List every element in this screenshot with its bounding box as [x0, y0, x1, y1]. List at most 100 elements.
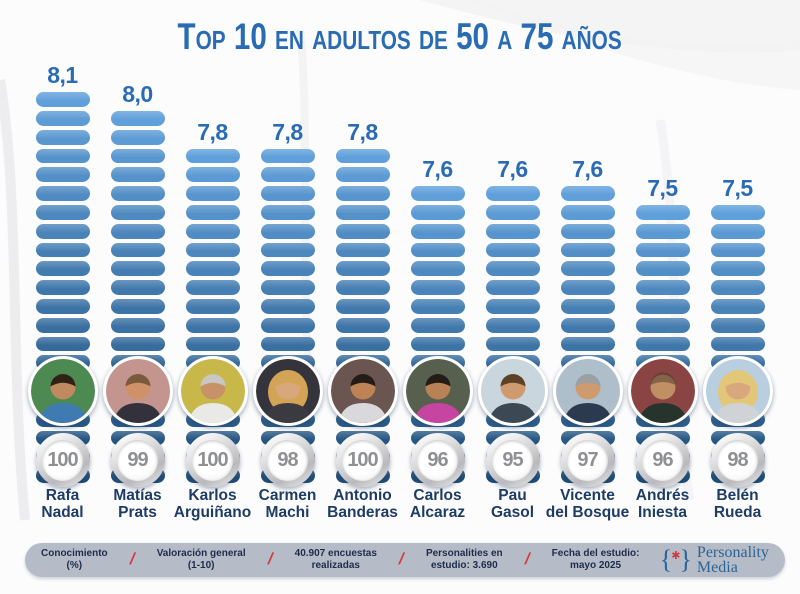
awareness-badge: 98: [710, 433, 765, 487]
score-label: 7,6: [497, 156, 528, 183]
bar-segment: [110, 129, 165, 145]
score-label: 7,8: [347, 118, 378, 145]
bar-segment: [110, 167, 165, 183]
bar-stack: [110, 111, 165, 483]
bar-segment: [485, 317, 540, 333]
person-name-line2: Banderas: [327, 504, 398, 522]
bar-segment: [485, 336, 540, 352]
separator-slash: /: [265, 551, 275, 568]
awareness-badge: 97: [560, 433, 615, 487]
asterisk-icon: ✱: [671, 549, 681, 562]
person-name-line1: Belén: [716, 487, 759, 504]
bar-segment: [260, 336, 315, 352]
score-label: 7,5: [722, 175, 753, 201]
bar-segment: [335, 280, 390, 296]
bar-segment: [485, 186, 540, 202]
bar-segment: [185, 299, 240, 314]
person-column: 7,5 98 Belén Rueda: [700, 0, 775, 589]
bar-segment: [485, 261, 540, 277]
person-name: Antonio Banderas: [327, 487, 398, 521]
bar-segment: [335, 223, 390, 239]
awareness-value: 100: [47, 448, 78, 471]
bar-segment: [185, 242, 240, 258]
bar-segment: [35, 92, 90, 108]
bar-segment: [35, 186, 90, 202]
bar-segment: [185, 261, 240, 277]
bar-segment: [560, 336, 615, 352]
bar-segment: [560, 223, 615, 239]
bar-segment: [635, 280, 690, 296]
page-title-text: Top 10 en adultos de 50 a 75 años: [177, 16, 623, 57]
bar-segment: [560, 186, 615, 202]
person-column: 7,6 95 Pau Gasol: [475, 0, 550, 589]
bar-segment: [410, 242, 465, 258]
person-name-line1: Rafa: [45, 487, 80, 504]
awareness-badge-inner: 100: [192, 439, 233, 481]
bar-segment: [710, 336, 765, 352]
bar-segment: [35, 299, 90, 314]
bar-segment: [110, 261, 165, 277]
bar-segment: [185, 317, 240, 333]
bar-segment: [335, 148, 390, 164]
bar-segment: [110, 242, 165, 258]
awareness-value: 100: [197, 448, 228, 471]
bar-segment: [560, 261, 615, 277]
separator-slash: /: [397, 551, 406, 568]
bar-segment: [35, 148, 90, 164]
bar-segment: [635, 261, 690, 277]
bar-segment: [410, 299, 465, 314]
person-column: 7,8 98 Carmen Machi: [250, 0, 325, 589]
logo-wordmark: Personality Media: [696, 543, 769, 576]
page-title: Top 10 en adultos de 50 a 75 años: [0, 16, 800, 58]
bar-segment: [260, 223, 315, 239]
awareness-badge-inner: 97: [567, 439, 608, 481]
bar-segment: [110, 186, 165, 202]
person-name: Carlos Alcaraz: [410, 487, 465, 521]
separator-slash: /: [522, 551, 532, 568]
awareness-badge: 100: [35, 433, 90, 487]
bar-segment: [260, 242, 315, 258]
avatar: [327, 356, 398, 426]
awareness-badge: 96: [635, 433, 690, 487]
bar-segment: [35, 242, 90, 258]
bar-segment: [410, 223, 465, 239]
person-name-line1: Antonio: [333, 487, 392, 504]
bar-segment: [185, 205, 240, 220]
bar-segment: [110, 148, 165, 164]
score-label: 7,5: [647, 175, 678, 201]
bar-segment: [410, 205, 465, 220]
separator-slash: /: [127, 551, 137, 568]
bar-segment: [185, 280, 240, 296]
bar-segment: [110, 317, 165, 333]
bar-segment: [35, 167, 90, 183]
bar-segment: [35, 336, 90, 352]
awareness-value: 98: [277, 448, 298, 471]
avatar: [627, 356, 698, 426]
bar-segment: [710, 280, 765, 296]
avatar: [402, 356, 473, 426]
awareness-badge: 96: [410, 433, 465, 487]
score-label: 7,6: [572, 156, 603, 183]
person-name-line2: Alcaraz: [409, 504, 466, 522]
awareness-value: 99: [127, 448, 148, 471]
bar-segment: [710, 242, 765, 258]
person-name-line2: Machi: [265, 504, 310, 522]
awareness-value: 97: [577, 448, 598, 471]
person-column: 7,8 100 Karlos Arguiñano: [174, 0, 252, 589]
awareness-badge-inner: 100: [42, 439, 83, 481]
person-column: 7,6 96 Carlos Alcaraz: [400, 0, 475, 589]
legend-personalities: Personalities en estudio: 3.690: [425, 548, 503, 571]
bar-segment: [35, 223, 90, 239]
person-name: Pau Gasol: [491, 487, 534, 521]
bar-segment: [560, 317, 615, 333]
bar-segment: [710, 205, 765, 220]
bar-segment: [635, 223, 690, 239]
bar-segment: [110, 223, 165, 239]
bar-segment: [110, 299, 165, 314]
bar-segment: [35, 280, 90, 296]
person-name-line1: Vicente: [560, 487, 615, 504]
logo-braces-icon: { ✱ }: [659, 545, 692, 574]
bar-segment: [485, 299, 540, 314]
awareness-badge: 98: [260, 433, 315, 487]
bar-segment: [560, 205, 615, 220]
